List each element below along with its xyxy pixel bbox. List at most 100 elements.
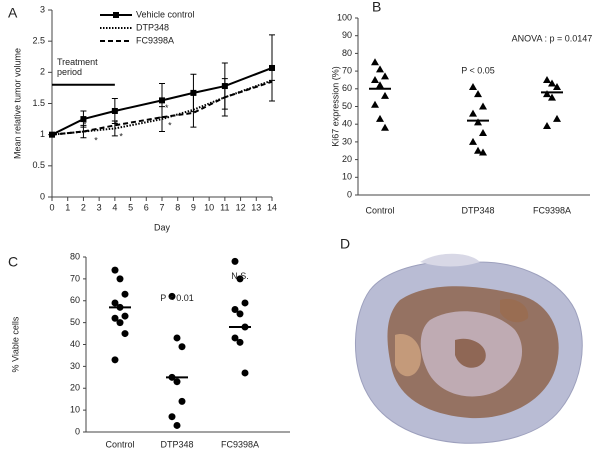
- annotation: P < 0.01: [160, 293, 194, 303]
- x-tick-label: FC9398A: [533, 205, 571, 215]
- point: [111, 314, 119, 322]
- annotation: *: [83, 120, 87, 130]
- x-tick-label: 14: [267, 202, 277, 212]
- y-tick-label: 1: [40, 129, 45, 139]
- annotation: P < 0.05: [461, 65, 495, 75]
- point: [479, 129, 487, 137]
- point: [231, 334, 239, 342]
- point: [236, 338, 244, 346]
- x-tick-label: 11: [220, 202, 229, 212]
- y-tick-label: 40: [70, 339, 80, 349]
- x-tick-label: DTP348: [461, 205, 494, 215]
- panel-label: D: [340, 236, 350, 252]
- panel-label: C: [8, 254, 18, 270]
- point: [548, 93, 556, 101]
- point: [371, 100, 379, 108]
- annotation: ANOVA : p = 0.0147: [512, 34, 593, 44]
- point: [474, 90, 482, 98]
- point: [111, 266, 119, 274]
- x-tick-label: FC9398A: [221, 439, 259, 449]
- annotation: *: [168, 120, 172, 130]
- point: [376, 65, 384, 73]
- point: [236, 310, 244, 318]
- point: [376, 81, 384, 89]
- y-tick-label: 2: [40, 67, 45, 77]
- x-tick-label: 10: [204, 202, 214, 212]
- y-tick-label: 50: [70, 317, 80, 327]
- y-axis-label: Ki67 expression (%): [330, 66, 340, 147]
- point: [474, 146, 482, 154]
- treatment-label: Treatment: [57, 57, 98, 67]
- x-tick-label: 8: [175, 202, 180, 212]
- point: [231, 306, 239, 313]
- y-tick-label: 90: [342, 30, 352, 40]
- x-tick-label: 7: [159, 202, 164, 212]
- point: [121, 312, 129, 320]
- y-tick-label: 10: [342, 172, 352, 182]
- point: [121, 290, 129, 298]
- point: [241, 369, 249, 377]
- point: [371, 75, 379, 83]
- point: [173, 378, 181, 386]
- y-tick-label: 70: [342, 65, 352, 75]
- x-tick-label: 5: [128, 202, 133, 212]
- point: [116, 275, 124, 283]
- y-tick-label: 0: [347, 189, 352, 199]
- y-tick-label: 30: [342, 136, 352, 146]
- x-tick-label: Control: [365, 205, 394, 215]
- point: [543, 121, 551, 129]
- treatment-label: period: [57, 67, 82, 77]
- annotation: *: [119, 132, 123, 142]
- point: [381, 123, 389, 131]
- y-tick-label: 1.5: [32, 98, 45, 108]
- annotation: N.S.: [231, 271, 249, 281]
- x-tick-label: 2: [81, 202, 86, 212]
- y-axis-label: % Viable cells: [10, 316, 20, 372]
- y-tick-label: 10: [70, 405, 80, 415]
- annotation: *: [94, 135, 98, 145]
- point: [469, 109, 477, 117]
- y-tick-label: 40: [342, 119, 352, 129]
- y-tick-label: 60: [70, 295, 80, 305]
- point: [469, 83, 477, 91]
- x-axis-label: Day: [154, 222, 171, 232]
- panel-label: B: [372, 0, 381, 15]
- y-tick-label: 0.5: [32, 160, 45, 170]
- legend-marker: [113, 12, 119, 18]
- y-tick-label: 0: [75, 426, 80, 436]
- point: [543, 75, 551, 83]
- point: [121, 330, 129, 338]
- y-axis-label: Mean relative tumor volume: [12, 48, 22, 159]
- error-bar: [80, 124, 87, 139]
- point: [474, 118, 482, 126]
- x-tick-label: 3: [97, 202, 102, 212]
- point: [168, 292, 176, 300]
- legend-label: Vehicle control: [136, 9, 195, 19]
- point: [111, 299, 119, 307]
- x-tick-label: 0: [49, 202, 54, 212]
- point: [548, 79, 556, 87]
- point: [236, 275, 244, 283]
- point: [553, 83, 561, 91]
- error-bar: [190, 91, 197, 128]
- point: [469, 137, 477, 145]
- legend-label: DTP348: [136, 22, 169, 32]
- tissue-image: [354, 253, 583, 444]
- y-tick-label: 2.5: [32, 36, 45, 46]
- error-bar: [111, 120, 118, 137]
- point: [479, 148, 487, 156]
- point: [371, 58, 379, 66]
- point: [543, 90, 551, 98]
- point: [178, 397, 186, 405]
- point: [168, 413, 176, 421]
- y-tick-label: 50: [342, 101, 352, 111]
- x-tick-label: Control: [105, 439, 134, 449]
- point: [173, 334, 181, 342]
- point: [241, 299, 249, 307]
- x-tick-label: 1: [65, 202, 70, 212]
- point: [116, 319, 124, 327]
- x-tick-label: 13: [251, 202, 261, 212]
- legend-label: FC9398A: [136, 35, 174, 45]
- x-tick-label: DTP348: [160, 439, 193, 449]
